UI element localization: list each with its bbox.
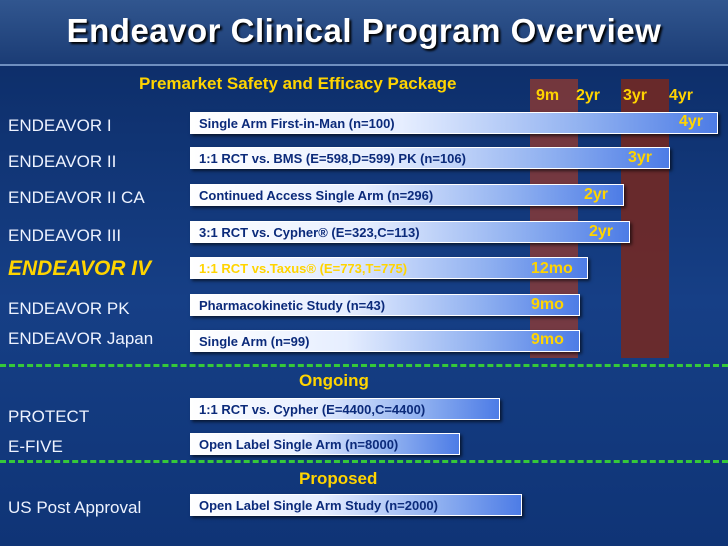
timeline-label-9m: 9m [536,87,560,104]
trial-duration-endeavor-i: 4yr [679,113,704,130]
title-band [0,0,728,66]
trial-duration-endeavor-ii: 3yr [628,149,653,166]
trial-label-endeavor-pk: ENDEAVOR PK [8,299,130,318]
trial-bar-protect: 1:1 RCT vs. Cypher (E=4400,C=4400) [190,398,500,420]
trial-label-endeavor-ii-ca: ENDEAVOR II CA [8,188,145,207]
trial-duration-endeavor-ii-ca: 2yr [584,186,609,203]
trial-bar-text: 3:1 RCT vs. Cypher® (E=323,C=113) [199,225,420,240]
timeline-label-4yr: 4yr [669,87,694,104]
section-divider-proposed [0,460,728,463]
trial-bar-text: Open Label Single Arm Study (n=2000) [199,498,438,513]
proposed-heading: Proposed [299,469,378,488]
trial-label-endeavor-iii: ENDEAVOR III [8,226,122,245]
timeline-label-3yr: 3yr [623,87,648,104]
slide-title: Endeavor Clinical Program Overview [66,12,662,49]
trial-bar-e-five: Open Label Single Arm (n=8000) [190,433,460,455]
timeline-label-2yr: 2yr [576,87,601,104]
trial-bar-endeavor-ii-ca: Continued Access Single Arm (n=296) [190,184,624,206]
trial-bar-text: Single Arm (n=99) [199,334,310,349]
trial-bar-text: 1:1 RCT vs.Taxus® (E=773,T=775) [199,261,408,276]
trial-label-endeavor-ii: ENDEAVOR II [8,152,117,171]
trial-label-endeavor-iv: ENDEAVOR IV [8,257,152,280]
trial-bar-text: 1:1 RCT vs. BMS (E=598,D=599) PK (n=106) [199,151,466,166]
trial-bar-endeavor-ii: 1:1 RCT vs. BMS (E=598,D=599) PK (n=106) [190,147,670,169]
trial-bar-text: Single Arm First-in-Man (n=100) [199,116,395,131]
trial-bar-text: Open Label Single Arm (n=8000) [199,437,399,452]
premarket-heading: Premarket Safety and Efficacy Package [139,74,457,93]
trial-duration-endeavor-iv: 12mo [531,260,573,277]
trial-duration-endeavor-iii: 2yr [589,223,614,240]
trial-bar-endeavor-japan: Single Arm (n=99) [190,330,580,352]
trial-bar-text: Continued Access Single Arm (n=296) [199,188,434,203]
trial-bar-endeavor-pk: Pharmacokinetic Study (n=43) [190,294,580,316]
trial-label-endeavor-japan: ENDEAVOR Japan [8,329,154,348]
section-divider-ongoing [0,364,728,367]
trial-label-us-post-approval: US Post Approval [8,498,142,517]
trial-duration-endeavor-pk: 9mo [531,296,564,313]
trial-bar-endeavor-i: Single Arm First-in-Man (n=100) [190,112,718,134]
trial-bar-endeavor-iv: 1:1 RCT vs.Taxus® (E=773,T=775) [190,257,588,279]
trial-bar-text: Pharmacokinetic Study (n=43) [199,298,386,313]
trial-label-e-five: E-FIVE [8,437,63,456]
trial-label-protect: PROTECT [8,407,90,426]
trial-bar-endeavor-iii: 3:1 RCT vs. Cypher® (E=323,C=113) [190,221,630,243]
trial-label-endeavor-i: ENDEAVOR I [8,116,112,135]
trial-duration-endeavor-japan: 9mo [531,331,564,348]
ongoing-heading: Ongoing [299,371,369,390]
trial-bar-text: 1:1 RCT vs. Cypher (E=4400,C=4400) [199,402,426,417]
trial-bar-us-post-approval: Open Label Single Arm Study (n=2000) [190,494,522,516]
